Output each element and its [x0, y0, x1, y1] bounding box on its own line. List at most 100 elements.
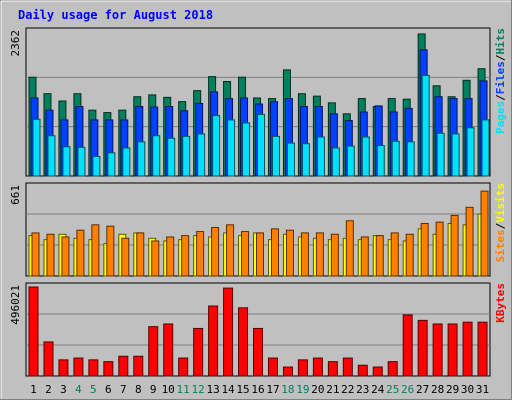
bar-kbytes: [238, 307, 249, 377]
x-tick-label: 5: [90, 383, 97, 396]
legend-separator: /: [494, 54, 507, 61]
bar-sites: [345, 220, 354, 277]
bar-sites: [91, 224, 100, 277]
legend-separator: /: [494, 222, 507, 229]
bar-sites: [435, 221, 444, 277]
bar-pages: [331, 147, 340, 177]
bar-pages: [122, 147, 131, 177]
panel-hits-files-pages: [25, 27, 491, 177]
panel-kbytes: [25, 282, 491, 377]
x-tick-label: 25: [386, 383, 399, 396]
bar-pages: [152, 135, 161, 177]
bar-kbytes: [118, 355, 129, 377]
bar-kbytes: [133, 355, 144, 377]
bar-kbytes: [342, 357, 353, 377]
bar-kbytes: [372, 366, 383, 377]
bar-sites: [196, 231, 205, 277]
bar-pages: [376, 145, 385, 177]
legend-item: Visits: [494, 183, 507, 223]
bar-pages: [77, 146, 86, 177]
bar-pages: [137, 141, 146, 177]
bar-pages: [92, 155, 101, 177]
bar-pages: [197, 133, 206, 177]
bar-sites: [31, 232, 40, 277]
bar-pages: [481, 119, 490, 177]
bar-sites: [480, 190, 489, 277]
legend-item: KBytes: [494, 283, 507, 323]
bar-sites: [360, 236, 369, 277]
x-tick-label: 28: [431, 383, 444, 396]
bar-sites: [61, 236, 70, 277]
x-tick-label: 2: [45, 383, 52, 396]
bar-kbytes: [417, 319, 428, 377]
x-tick-label: 7: [120, 383, 127, 396]
x-tick-label: 15: [236, 383, 249, 396]
bar-pages: [47, 135, 56, 177]
bar-pages: [107, 152, 116, 177]
x-tick-label: 19: [296, 383, 309, 396]
y-max-label: 661: [9, 185, 22, 205]
bar-pages: [436, 132, 445, 177]
bar-kbytes: [267, 357, 278, 377]
bar-kbytes: [312, 357, 323, 377]
bar-sites: [166, 236, 175, 277]
bar-kbytes: [297, 359, 308, 377]
x-tick-label: 18: [281, 383, 294, 396]
bar-sites: [270, 228, 279, 277]
bar-pages: [466, 127, 475, 177]
legend-separator: /: [494, 94, 507, 101]
x-axis-day-labels: 1 2 3 4 5 6 7 8 9 10 11 12 13 14 15 16 17 18 19 20 21 22 23 24 2…: [30, 383, 489, 396]
x-tick-label: 23: [356, 383, 369, 396]
bar-kbytes: [58, 359, 69, 377]
bar-pages: [391, 140, 400, 177]
legend-item: Hits: [494, 28, 507, 55]
x-tick-label: 20: [311, 383, 324, 396]
bar-pages: [406, 141, 415, 177]
bar-pages: [271, 135, 280, 177]
bar-kbytes: [163, 323, 174, 377]
bar-pages: [212, 115, 221, 177]
bar-kbytes: [387, 361, 398, 377]
bar-pages: [242, 122, 251, 177]
bar-sites: [465, 206, 474, 277]
bar-sites: [106, 225, 115, 277]
legend-item: Files: [494, 61, 507, 94]
bar-pages: [286, 142, 295, 177]
x-tick-label: 26: [401, 383, 414, 396]
bar-sites: [330, 233, 339, 277]
x-tick-label: 31: [476, 383, 489, 396]
bar-kbytes: [148, 326, 159, 377]
x-tick-label: 12: [192, 383, 205, 396]
bar-kbytes: [88, 359, 99, 377]
bar-sites: [241, 231, 250, 277]
y-max-label: 2362: [9, 30, 22, 57]
bar-kbytes: [193, 327, 204, 377]
bar-kbytes: [357, 364, 368, 377]
bar-sites: [285, 229, 294, 277]
bar-sites: [390, 232, 399, 277]
legend-item: Sites: [494, 229, 507, 262]
x-tick-label: 11: [177, 383, 190, 396]
bar-sites: [450, 214, 459, 277]
x-tick-label: 9: [150, 383, 157, 396]
legend: Pages/Files/Hits: [494, 28, 507, 134]
bar-sites: [46, 233, 55, 277]
bar-pages: [451, 133, 460, 177]
bar-sites: [315, 232, 324, 277]
bar-pages: [257, 113, 266, 177]
bar-pages: [316, 136, 325, 177]
bar-kbytes: [223, 287, 234, 377]
x-tick-label: 27: [416, 383, 429, 396]
x-tick-label: 24: [371, 383, 385, 396]
bar-kbytes: [28, 286, 39, 377]
x-tick-label: 30: [461, 383, 474, 396]
bar-kbytes: [477, 321, 488, 377]
x-tick-label: 1: [30, 383, 37, 396]
bar-sites: [420, 222, 429, 277]
legend: KBytes: [494, 283, 507, 323]
bar-pages: [182, 135, 191, 177]
bar-sites: [181, 235, 190, 277]
x-tick-label: 3: [60, 383, 67, 396]
bar-sites: [256, 232, 265, 277]
